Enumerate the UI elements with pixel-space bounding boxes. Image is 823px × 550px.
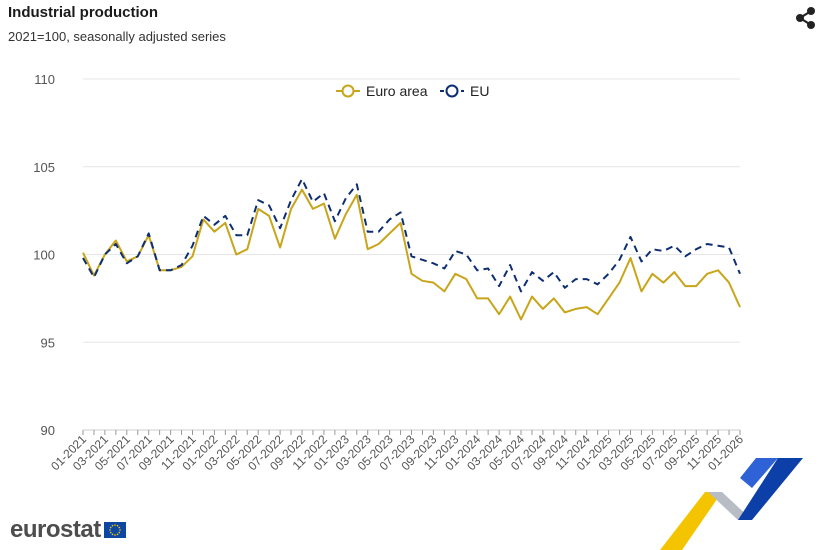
legend-marker: [341, 84, 355, 98]
flag-star: [113, 534, 116, 536]
eu-flag-icon: [103, 522, 126, 538]
decorative-ribbon: [660, 458, 803, 550]
flag-star: [109, 526, 112, 529]
x-axis-ticks: 01-202103-202105-202107-202109-202111-20…: [48, 430, 746, 473]
flag-star: [113, 524, 116, 526]
flag-star: [118, 529, 121, 531]
flag-star: [116, 533, 118, 536]
flag-star: [111, 533, 113, 536]
flag-star: [118, 531, 120, 534]
y-tick-label: 90: [41, 423, 55, 438]
logo-text: eurostat: [10, 516, 101, 543]
y-tick-label: 100: [33, 248, 55, 263]
legend: Euro area EU: [336, 83, 489, 99]
flag-star: [118, 526, 120, 529]
eurostat-logo[interactable]: eurostat: [10, 516, 126, 544]
series-lines: [82, 178, 741, 321]
flag-star: [109, 531, 112, 534]
y-tick-label: 110: [34, 72, 55, 87]
series-line-euro-area[interactable]: [82, 188, 741, 321]
legend-label[interactable]: Euro area: [366, 83, 428, 99]
chart-title: Industrial production: [8, 4, 158, 21]
legend-label[interactable]: EU: [470, 83, 489, 99]
chart-subtitle: 2021=100, seasonally adjusted series: [8, 29, 226, 44]
series-line-eu[interactable]: [82, 178, 741, 293]
flag-star: [116, 524, 118, 527]
legend-marker: [445, 84, 459, 98]
y-tick-label: 95: [41, 335, 55, 350]
flag-star: [108, 529, 111, 531]
y-axis-ticks: 90 95 100 105 110: [33, 72, 55, 438]
y-tick-label: 105: [33, 160, 55, 175]
flag-star: [111, 524, 113, 527]
share-icon[interactable]: [791, 4, 819, 32]
